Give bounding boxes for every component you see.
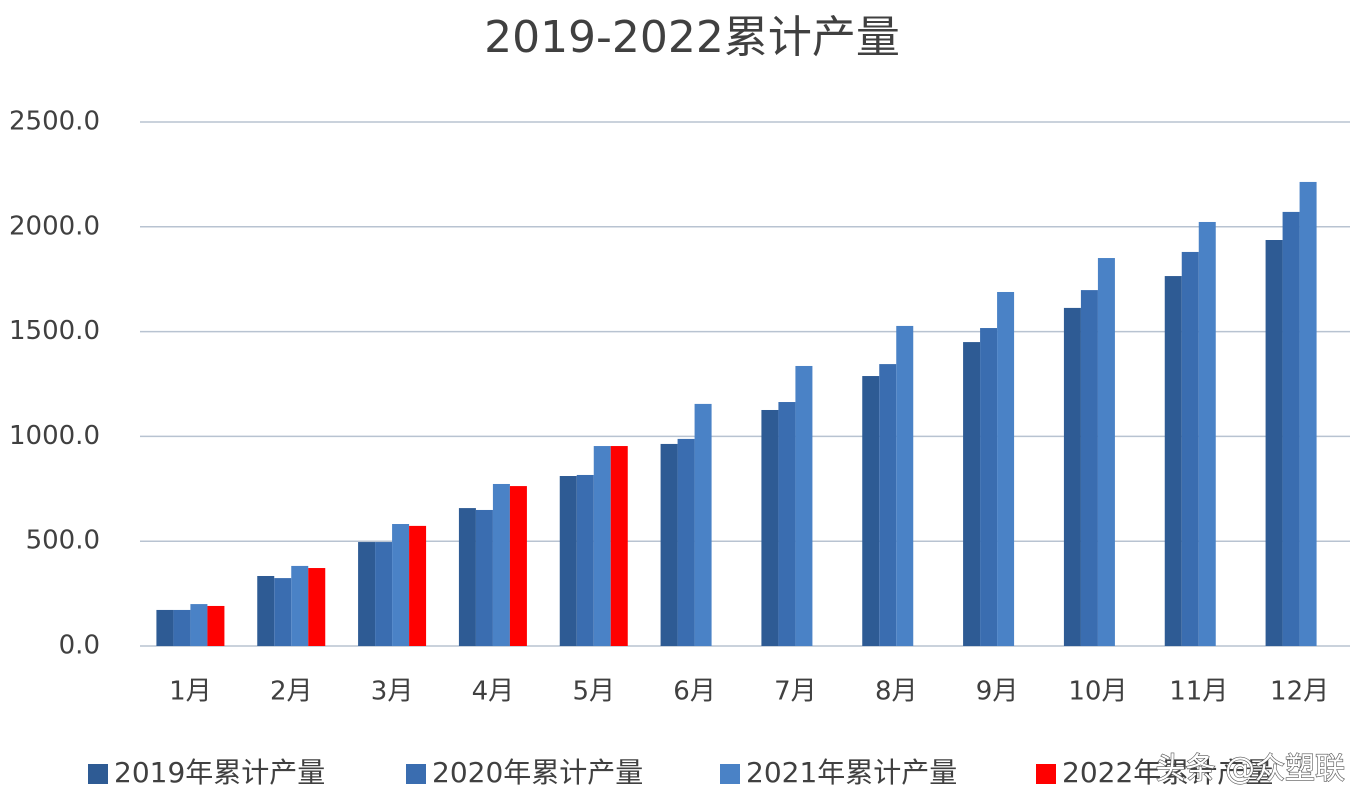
bar (257, 575, 275, 646)
bar (795, 365, 813, 646)
y-tick-label: 1000.0 (9, 421, 100, 451)
x-tick-label: 12月 (1270, 677, 1329, 707)
bar (997, 291, 1015, 646)
legend-label: 2022年累计产量 (1062, 756, 1273, 789)
bar (1097, 258, 1115, 646)
bar (761, 409, 779, 646)
bar (308, 568, 326, 646)
bar (509, 486, 527, 646)
x-tick-label: 5月 (572, 677, 615, 707)
bar (1181, 251, 1199, 646)
bar (610, 446, 628, 646)
legend-swatch (1036, 764, 1056, 784)
x-tick-label: 6月 (673, 677, 716, 707)
chart-title: 2019-2022累计产量 (484, 12, 900, 63)
x-tick-label: 9月 (976, 677, 1019, 707)
x-tick-label: 7月 (774, 677, 817, 707)
x-tick-label: 4月 (472, 677, 515, 707)
bar (291, 565, 309, 646)
legend-swatch (88, 764, 108, 784)
bar (1198, 221, 1216, 647)
x-tick-label: 10月 (1068, 677, 1127, 707)
bar (896, 325, 914, 646)
legend-label: 2020年累计产量 (432, 756, 643, 789)
bar (677, 438, 695, 646)
legend-swatch (720, 764, 740, 784)
bar (173, 609, 191, 646)
bar (660, 443, 678, 646)
bar (1265, 240, 1283, 646)
bar (458, 508, 476, 646)
legend-swatch (406, 764, 426, 784)
bar (392, 524, 410, 646)
y-tick-label: 500.0 (26, 526, 100, 556)
bar (492, 483, 510, 646)
bar (559, 476, 577, 646)
y-tick-label: 2500.0 (9, 107, 100, 137)
x-tick-label: 2月 (270, 677, 313, 707)
bar (358, 542, 376, 646)
bar (576, 474, 594, 646)
bar (1080, 290, 1098, 646)
bar (593, 446, 611, 646)
y-tick-label: 2000.0 (9, 211, 100, 241)
legend-label: 2021年累计产量 (746, 756, 957, 789)
legend-label: 2019年累计产量 (114, 756, 325, 789)
x-tick-label: 1月 (169, 677, 212, 707)
bar (190, 604, 208, 646)
bar (375, 542, 393, 646)
y-tick-label: 1500.0 (9, 316, 100, 346)
bar (1299, 181, 1317, 646)
bar (694, 403, 712, 646)
bar (778, 402, 796, 646)
watermark: 头条 @众塑联 (1155, 752, 1345, 787)
y-tick-label: 0.0 (59, 631, 100, 661)
x-tick-label: 3月 (371, 677, 414, 707)
x-tick-label: 8月 (875, 677, 918, 707)
bar (862, 376, 880, 646)
bar (156, 609, 174, 646)
bar (1063, 307, 1081, 646)
bar (1282, 211, 1300, 646)
bar (274, 578, 292, 646)
bar (879, 364, 897, 646)
bar (409, 525, 427, 646)
bar (1164, 276, 1182, 646)
x-tick-label: 11月 (1169, 677, 1228, 707)
bar (207, 605, 225, 646)
bar (963, 342, 981, 646)
bar (475, 509, 493, 646)
bar (980, 328, 998, 646)
